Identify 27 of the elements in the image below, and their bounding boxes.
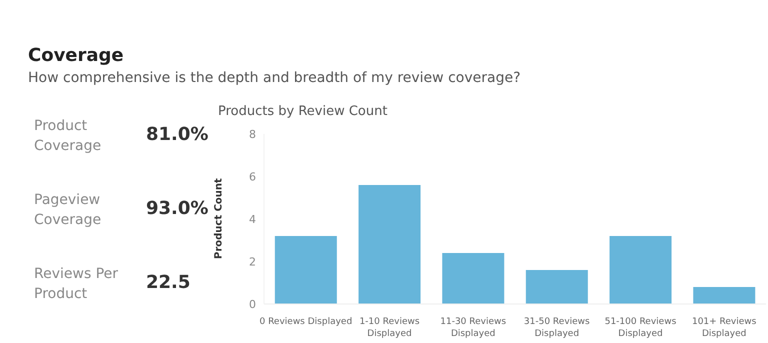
bar xyxy=(693,287,756,304)
bar xyxy=(526,270,588,304)
text: Coverage xyxy=(28,45,124,66)
y-axis-title: Product Count xyxy=(214,178,225,259)
x-tick-label: 1-10 Reviews Displayed xyxy=(359,317,420,339)
bar xyxy=(442,253,504,304)
x-tick-label: 11-30 Reviews Displayed xyxy=(440,317,506,339)
text: 22.5 xyxy=(146,272,190,293)
bar xyxy=(358,185,421,304)
text: How comprehensive is the depth and breadth of my review coverage? xyxy=(28,70,521,86)
text: 93.0% xyxy=(146,198,208,219)
y-tick-label: 0 xyxy=(249,298,256,311)
x-tick-label: 31-50 Reviews Displayed xyxy=(524,317,590,339)
text: Pageview Coverage xyxy=(34,191,102,230)
text: 81.0% xyxy=(146,124,208,145)
bar xyxy=(610,236,672,304)
y-tick-label: 2 xyxy=(249,255,256,268)
text: Reviews Per Product xyxy=(34,265,120,304)
text: Product Coverage xyxy=(34,117,102,156)
x-tick-label: 51-100 Reviews Displayed xyxy=(604,317,677,339)
x-tick-label: 0 Reviews Displayed xyxy=(259,317,352,327)
y-tick-label: 4 xyxy=(249,212,256,226)
x-tick-label: 101+ Reviews Displayed xyxy=(692,317,757,339)
y-tick-label: 6 xyxy=(249,170,256,184)
chart-title: Products by Review Count xyxy=(218,104,388,119)
y-tick-label: 8 xyxy=(249,128,256,141)
bar xyxy=(274,236,337,304)
